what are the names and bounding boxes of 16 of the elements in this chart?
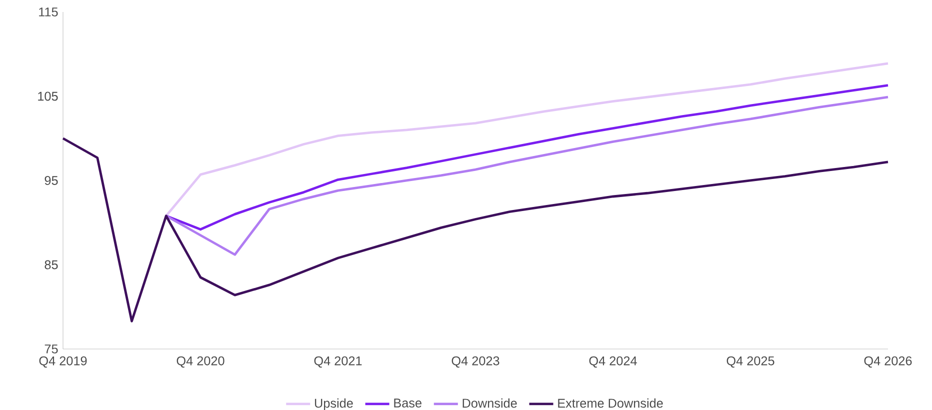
legend-label: Upside	[314, 398, 353, 410]
legend-label: Extreme Downside	[558, 398, 663, 408]
x-tick-label: Q4 2021	[314, 356, 362, 368]
x-tick-label: Q4 2023	[452, 356, 500, 368]
x-tick-label: Q4 2019	[39, 356, 87, 368]
y-tick-label: 85	[44, 260, 58, 270]
x-tick-label: Q4 2026	[864, 356, 912, 368]
y-tick-label: 115	[39, 8, 58, 16]
x-tick-label: Q4 2024	[589, 356, 637, 368]
y-tick-label: 105	[38, 92, 58, 101]
x-tick-label: Q4 2020	[176, 356, 224, 368]
y-tick-label: 75	[44, 344, 58, 354]
legend-label: Base	[394, 398, 422, 408]
x-tick-label: Q4 2025	[726, 356, 774, 368]
y-tick-label: 95	[44, 176, 58, 185]
legend-label: Downside	[462, 398, 517, 408]
